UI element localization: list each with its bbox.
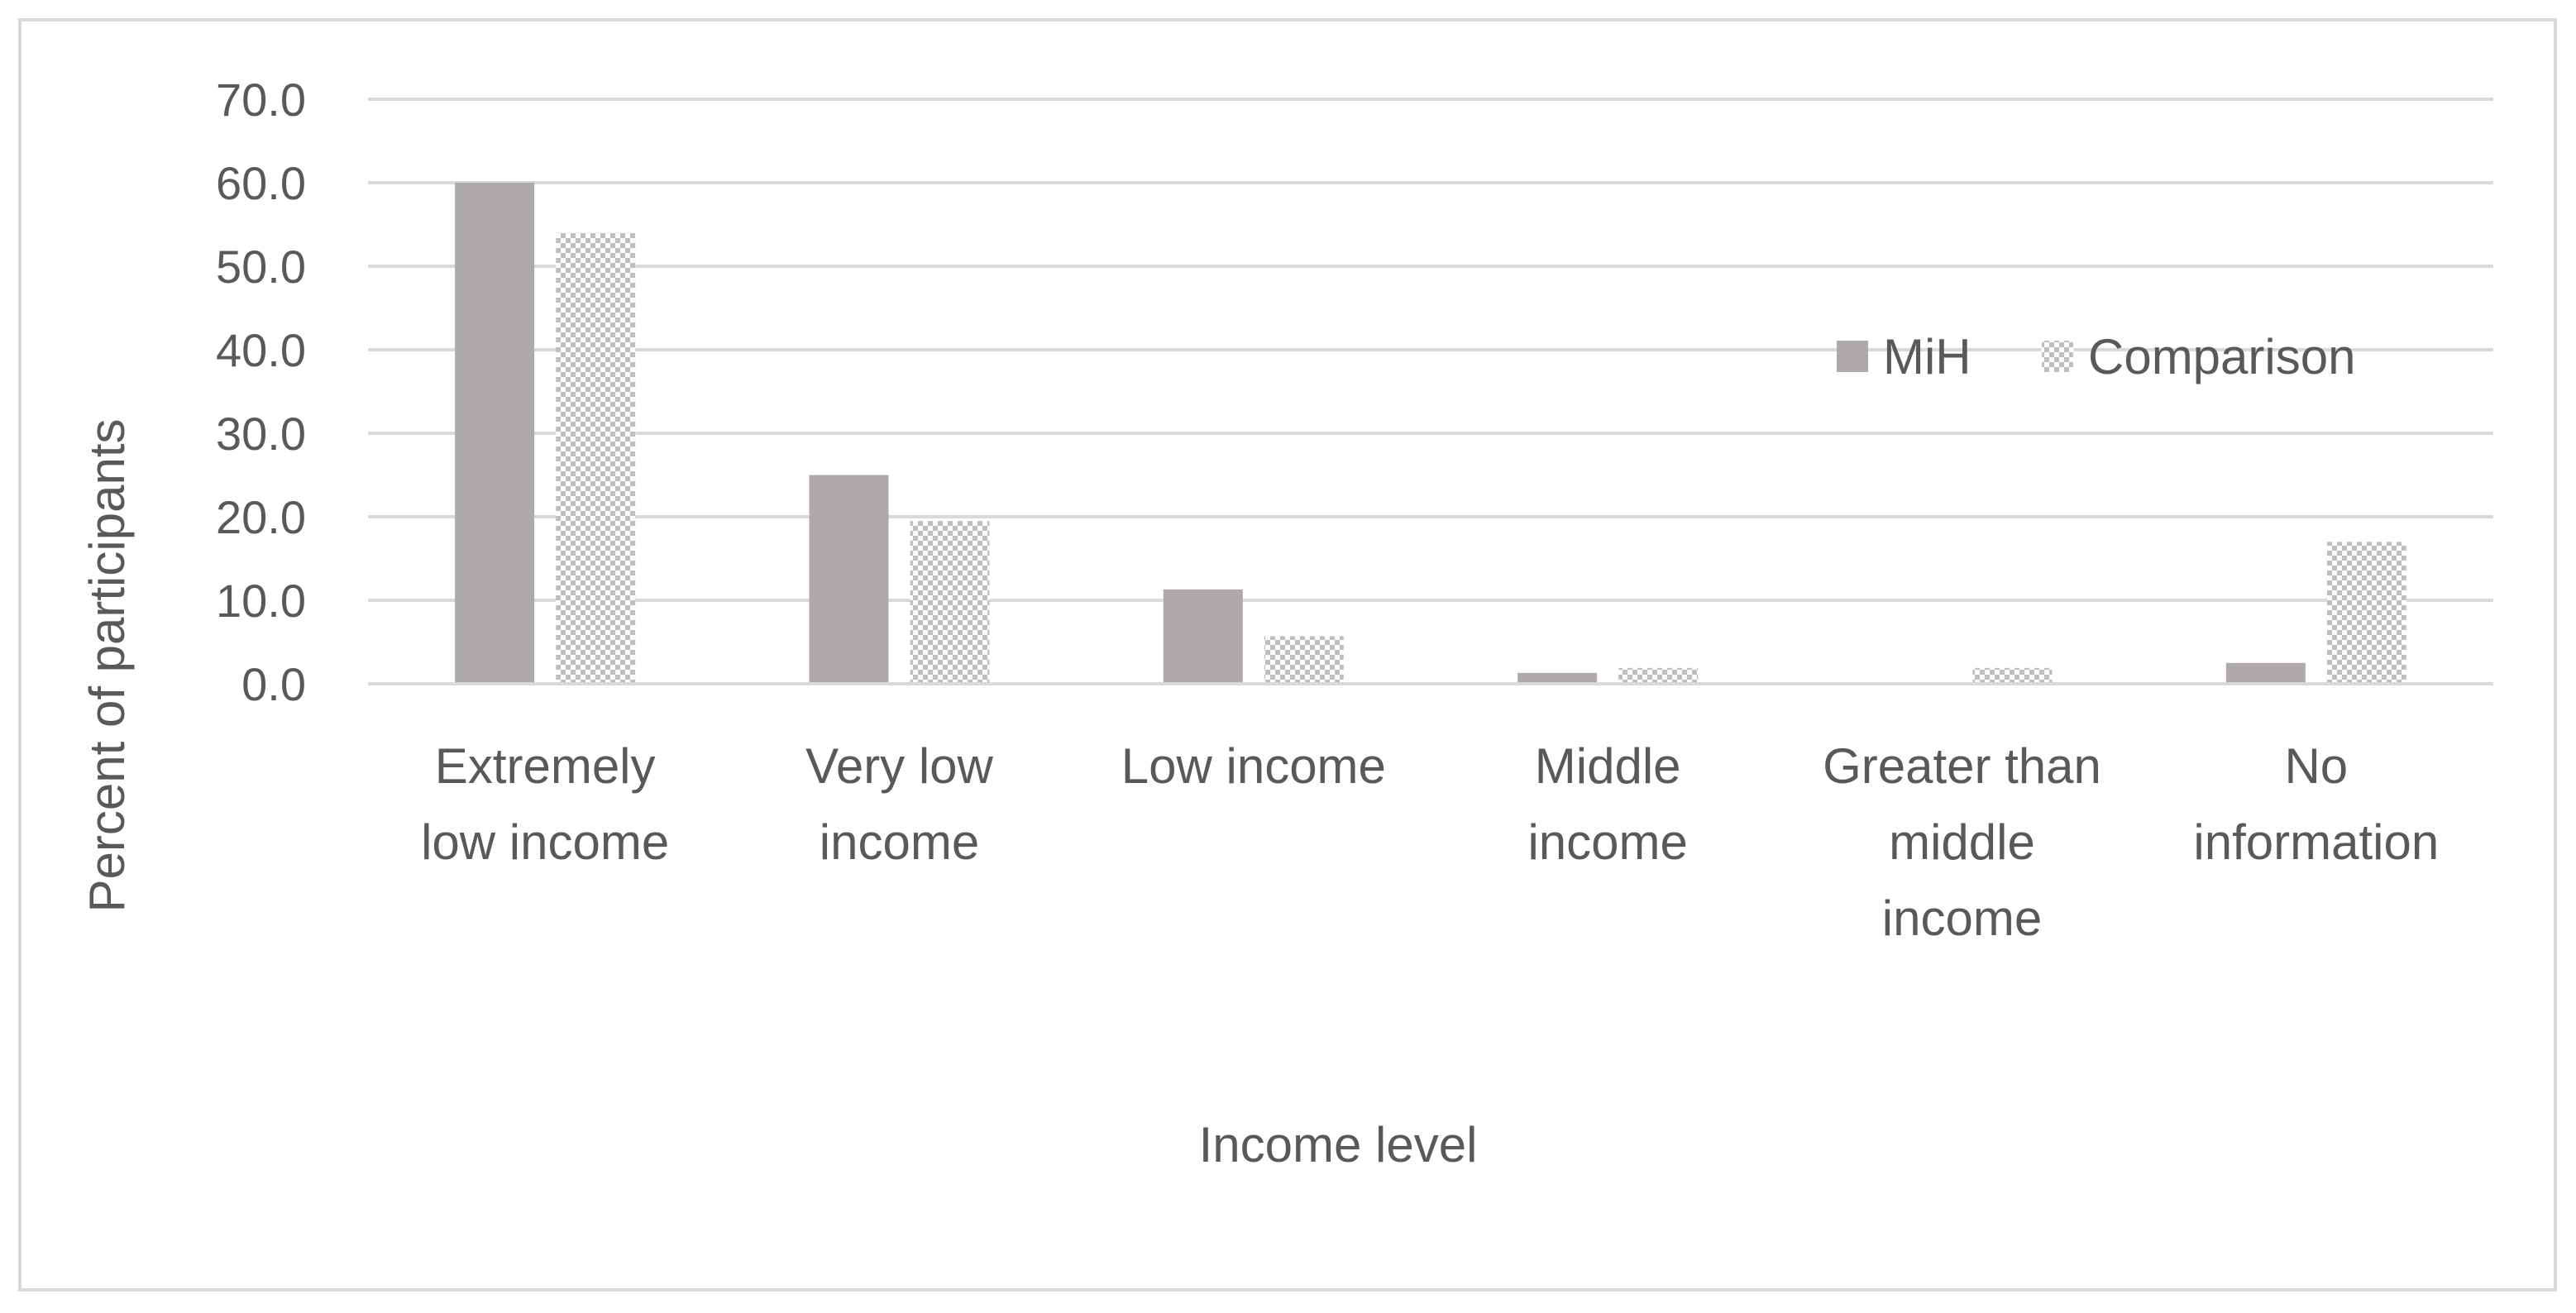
gridlines	[368, 98, 2493, 602]
bar-mih	[809, 475, 889, 684]
bar-comparison	[1972, 667, 2053, 684]
bar-comparison	[910, 521, 990, 684]
legend-swatch-comparison	[2042, 341, 2073, 372]
y-axis-title: Percent of participants	[79, 419, 135, 913]
y-tick-label: 30.0	[216, 408, 306, 460]
y-tick-label: 0.0	[241, 658, 306, 710]
x-axis-title: Income level	[1199, 1117, 1478, 1172]
legend-label-comparison: Comparison	[2088, 329, 2355, 384]
legend-swatch-mih	[1837, 341, 1868, 372]
bar-mih	[1163, 589, 1243, 684]
bars	[455, 183, 2406, 685]
x-category-label: Low income	[1121, 738, 1386, 794]
y-axis-ticks: 0.0 10.0 20.0 30.0 40.0 50.0 60.0 70.0	[216, 74, 306, 710]
bar-mih	[455, 183, 535, 684]
bar-mih	[2225, 662, 2306, 684]
x-category-label: No information	[2193, 738, 2439, 870]
bar-comparison	[1264, 636, 1344, 684]
y-tick-label: 50.0	[216, 241, 306, 293]
y-tick-label: 10.0	[216, 575, 306, 627]
x-axis-categories: Extremely low income Very low income Low inc…	[421, 738, 2439, 946]
legend-label-mih: MiH	[1883, 329, 1971, 384]
x-category-label: Extremely low income	[421, 738, 669, 870]
legend: MiH Comparison	[1837, 329, 2355, 384]
bar-mih	[1517, 672, 1598, 684]
y-tick-label: 20.0	[216, 491, 306, 543]
x-category-label: Greater than middle income	[1823, 738, 2101, 946]
y-tick-label: 40.0	[216, 324, 306, 376]
y-tick-label: 60.0	[216, 157, 306, 209]
x-category-label: Very low income	[805, 738, 993, 870]
chart-frame	[18, 18, 2557, 1292]
y-tick-label: 70.0	[216, 74, 306, 126]
x-category-label: Middle income	[1527, 738, 1687, 870]
bar-comparison	[1618, 667, 1699, 684]
bar-comparison	[556, 232, 636, 685]
bar-comparison	[2326, 542, 2406, 684]
